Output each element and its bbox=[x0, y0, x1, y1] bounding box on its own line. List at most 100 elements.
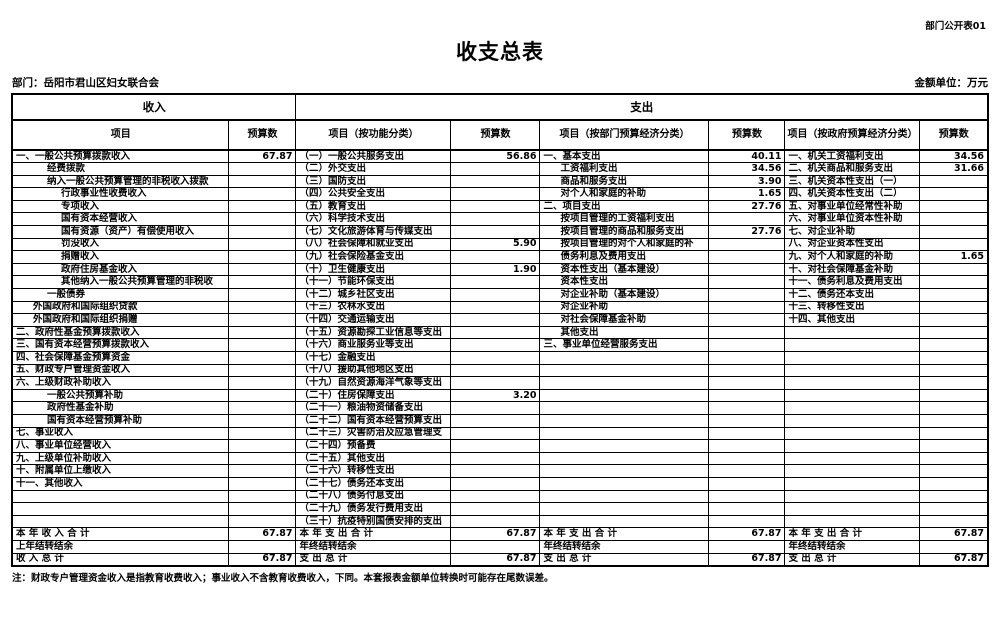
item-label-cell: 一、一般公共预算拨款收入 bbox=[11, 149, 230, 164]
item-label-cell: （六）科学技术支出 bbox=[295, 212, 452, 227]
budget-value-cell: 31.66 bbox=[919, 162, 989, 176]
table-row: 五、财政专户管理资金收入 （十八）援助其他地区支出 bbox=[11, 363, 989, 378]
item-label-cell: 二、项目支出 bbox=[539, 199, 710, 214]
table-row: 行政事业性收费收入 （四）公共安全支出 对个人和家庭的补助 1.65 四、机关资本性支出… bbox=[11, 187, 989, 201]
budget-value-cell bbox=[450, 426, 541, 441]
item-label-cell: 八、事业单位经营收入 bbox=[11, 439, 230, 453]
budget-value-cell bbox=[450, 250, 541, 264]
budget-value-cell bbox=[708, 439, 786, 453]
table-row: 四、社会保障基金预算资金 （十七）金融支出 bbox=[11, 351, 989, 365]
budget-value-cell bbox=[784, 451, 921, 466]
budget-value-cell bbox=[539, 502, 710, 516]
budget-value-cell: 3.90 bbox=[708, 174, 786, 189]
table-row: 七、事业收入 （二十三）灾害防治及应急管理支 bbox=[11, 426, 989, 441]
budget-value-cell bbox=[784, 514, 921, 529]
budget-value-cell bbox=[450, 288, 541, 302]
item-label-cell: 其他支出 bbox=[539, 325, 710, 340]
table-row: 罚没收入 （八）社会保障和就业支出 5.90 按项目管理的对个人和家庭的补 八、对企业资… bbox=[11, 237, 989, 252]
budget-value-cell bbox=[708, 313, 786, 327]
item-label-cell: （二十四）预备费 bbox=[295, 439, 452, 453]
budget-value-cell bbox=[708, 250, 786, 264]
item-label-cell: （十六）商业服务业等支出 bbox=[295, 338, 452, 352]
table-row: 六、上级财政补助收入 （十九）自然资源海洋气象等支出 bbox=[11, 376, 989, 390]
column-header-row: 项目 预算数 项目（按功能分类） 预算数 项目（按部门预算经济分类） 预算数 项目（按政府预… bbox=[11, 119, 989, 151]
table-row: 十一、其他收入 （二十七）债务还本支出 bbox=[11, 476, 989, 491]
item-label-cell: 支 出 总 计 bbox=[539, 552, 710, 567]
budget-value-cell bbox=[708, 426, 786, 441]
item-label-cell: 外国政府和国际组织贷款 bbox=[11, 300, 230, 315]
budget-value-cell bbox=[708, 275, 786, 290]
budget-value-cell bbox=[450, 199, 541, 214]
budget-value-cell bbox=[919, 275, 989, 290]
budget-value-cell bbox=[228, 275, 297, 290]
column-header: 预算数 bbox=[919, 119, 989, 151]
item-label-cell: （二十二）国有资本经营预算支出 bbox=[295, 413, 452, 428]
budget-value-cell bbox=[228, 174, 297, 189]
budget-value-cell bbox=[708, 237, 786, 252]
table-row: （三十）抗疫特别国债安排的支出 bbox=[11, 514, 989, 529]
table-row: （二十九）债务发行费用支出 bbox=[11, 502, 989, 516]
budget-value-cell bbox=[450, 401, 541, 415]
item-label-cell: 一般公共预算补助 bbox=[11, 388, 230, 403]
table-row: 其他纳入一般公共预算管理的非税收 （十一）节能环保支出 资本性支出 十一、债务利息及费… bbox=[11, 275, 989, 290]
item-label-cell: （二十五）其他支出 bbox=[295, 451, 452, 466]
budget-value-cell bbox=[708, 325, 786, 340]
budget-value-cell bbox=[919, 388, 989, 403]
budget-value-cell bbox=[708, 464, 786, 478]
budget-value-cell bbox=[228, 476, 297, 491]
budget-value-cell bbox=[708, 476, 786, 491]
item-label-cell: （二十三）灾害防治及应急管理支 bbox=[295, 426, 452, 441]
budget-value-cell: 3.20 bbox=[450, 388, 541, 403]
budget-value-cell: 67.87 bbox=[708, 552, 786, 567]
budget-value-cell bbox=[539, 476, 710, 491]
budget-summary-table: 收入 支出 项目 预算数 项目（按功能分类） 预算数 项目（按部门预算经济分类） 预算数 项目… bbox=[10, 93, 990, 567]
budget-value-cell bbox=[708, 514, 786, 529]
budget-value-cell bbox=[708, 262, 786, 277]
budget-value-cell bbox=[539, 351, 710, 365]
item-label-cell: 对个人和家庭的补助 bbox=[539, 187, 710, 201]
item-label-cell: 按项目管理的对个人和家庭的补 bbox=[539, 237, 710, 252]
item-label-cell: 一、基本支出 bbox=[539, 149, 710, 164]
item-label-cell: 十、附属单位上缴收入 bbox=[11, 464, 230, 478]
budget-value-cell bbox=[919, 413, 989, 428]
table-row: 捐赠收入 （九）社会保险基金支出 债务利息及费用支出 九、对个人和家庭的补助 1.65 bbox=[11, 250, 989, 264]
budget-value-cell bbox=[919, 401, 989, 415]
budget-value-cell bbox=[919, 426, 989, 441]
item-label-cell: 收 入 总 计 bbox=[11, 552, 230, 567]
item-label-cell: （十七）金融支出 bbox=[295, 351, 452, 365]
budget-value-cell bbox=[784, 363, 921, 378]
group-header-row: 收入 支出 bbox=[11, 93, 989, 121]
item-label-cell: 四、机关资本性支出（二） bbox=[784, 187, 921, 201]
item-label-cell: 三、机关资本性支出（一） bbox=[784, 174, 921, 189]
budget-value-cell bbox=[919, 464, 989, 478]
item-label-cell: 纳入一般公共预算管理的非税收入拨款 bbox=[11, 174, 230, 189]
table-row: 国有资本经营收入 （六）科学技术支出 按项目管理的工资福利支出 六、对事业单位资本性补… bbox=[11, 212, 989, 227]
table-row: 外国政府和国际组织捐赠 （十四）交通运输支出 对社会保障基金补助 十四、其他支出 bbox=[11, 313, 989, 327]
budget-value-cell bbox=[450, 502, 541, 516]
item-label-cell: 五、对事业单位经常性补助 bbox=[784, 199, 921, 214]
budget-value-cell bbox=[228, 351, 297, 365]
budget-value-cell bbox=[450, 464, 541, 478]
budget-value-cell bbox=[450, 275, 541, 290]
table-row: 九、上级单位补助收入 （二十五）其他支出 bbox=[11, 451, 989, 466]
budget-value-cell bbox=[708, 212, 786, 227]
item-label-cell: （二十一）粮油物资储备支出 bbox=[295, 401, 452, 415]
item-label-cell: （三）国防支出 bbox=[295, 174, 452, 189]
item-label-cell: 九、上级单位补助收入 bbox=[11, 451, 230, 466]
item-label-cell: 按项目管理的工资福利支出 bbox=[539, 212, 710, 227]
budget-value-cell bbox=[228, 514, 297, 529]
budget-value-cell bbox=[450, 187, 541, 201]
item-label-cell: 政府住房基金收入 bbox=[11, 262, 230, 277]
budget-value-cell: 5.90 bbox=[450, 237, 541, 252]
budget-value-cell bbox=[450, 212, 541, 227]
table-row: 一般公共预算补助 （二十）住房保障支出 3.20 bbox=[11, 388, 989, 403]
table-row: 专项收入 （五）教育支出 二、项目支出 27.76 五、对事业单位经常性补助 bbox=[11, 199, 989, 214]
budget-value-cell bbox=[784, 388, 921, 403]
budget-value-cell: 67.87 bbox=[450, 552, 541, 567]
budget-value-cell bbox=[539, 388, 710, 403]
item-label-cell: 九、对个人和家庭的补助 bbox=[784, 250, 921, 264]
item-label-cell: 十四、其他支出 bbox=[784, 313, 921, 327]
budget-value-cell bbox=[228, 338, 297, 352]
budget-value-cell bbox=[708, 401, 786, 415]
table-body: 一、一般公共预算拨款收入 67.87 （一）一般公共服务支出 56.86 一、基本支出 4… bbox=[11, 149, 989, 567]
